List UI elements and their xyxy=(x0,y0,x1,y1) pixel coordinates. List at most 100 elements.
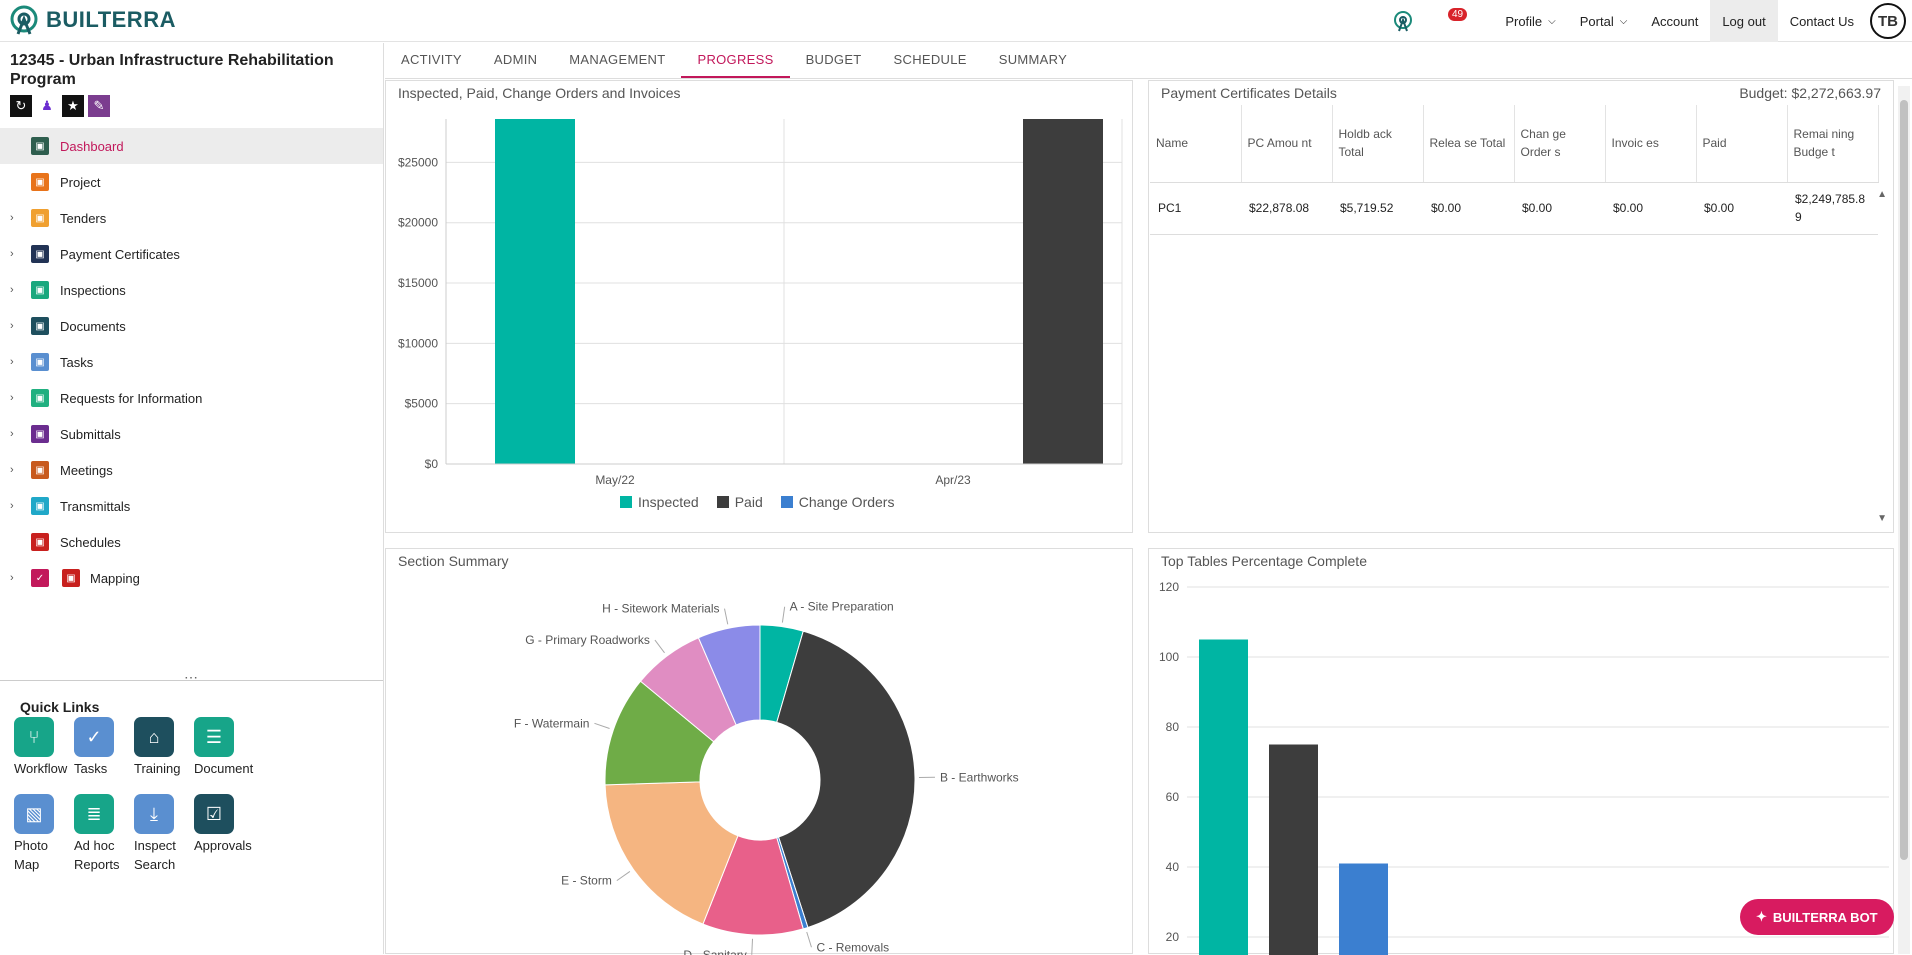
table-cell: $2,249,785.8 9 xyxy=(1787,182,1878,234)
checkbox-icon[interactable]: ✓ xyxy=(31,569,49,587)
sidebar-item-transmittals[interactable]: ›▣Transmittals xyxy=(0,488,383,524)
contact-us-link[interactable]: Contact Us xyxy=(1778,0,1866,42)
project-icon: ▣ xyxy=(31,173,49,191)
column-header[interactable]: Name xyxy=(1150,105,1241,182)
chevron-right-icon[interactable]: › xyxy=(10,464,14,476)
sidebar-item-mapping[interactable]: ›✓▣Mapping xyxy=(0,560,383,596)
portal-menu[interactable]: Portal⌵ xyxy=(1568,0,1640,42)
column-header[interactable]: Holdb ack Total xyxy=(1332,105,1423,182)
y-tick-label: $20000 xyxy=(398,216,438,230)
quick-link-training[interactable]: ⌂Training xyxy=(134,717,194,778)
sidebar-item-requests-for-information[interactable]: › ▣ Requests for Information xyxy=(0,380,383,416)
table-cell: $0.00 xyxy=(1423,182,1514,234)
star-icon[interactable]: ★ xyxy=(62,95,84,117)
chevron-right-icon[interactable]: › xyxy=(10,248,14,260)
table-scroll-up-icon[interactable]: ▲ xyxy=(1877,189,1887,200)
column-header[interactable]: Relea se Total xyxy=(1423,105,1514,182)
panel-drag-handle[interactable]: ⋯ xyxy=(184,669,198,686)
brand-logo[interactable]: BUILTERRA xyxy=(8,4,176,36)
quick-link-inspect-search[interactable]: ⤓Inspect Search xyxy=(134,794,194,874)
quick-link-label: Training xyxy=(134,759,194,778)
slice-label: E - Storm xyxy=(561,874,612,888)
table-row[interactable]: PC1$22,878.08$5,719.52$0.00$0.00$0.00$0.… xyxy=(1150,182,1878,234)
pie-slice[interactable] xyxy=(777,631,915,927)
document-icon: ☰ xyxy=(194,717,234,757)
sidebar-item-meetings[interactable]: ›▣Meetings xyxy=(0,452,383,488)
legend-item[interactable]: Change Orders xyxy=(781,494,895,510)
sidebar-item-schedules[interactable]: ▣Schedules xyxy=(0,524,383,560)
bar[interactable] xyxy=(1269,745,1318,955)
sidebar-item-label: Requests for Information xyxy=(60,391,202,406)
sparkle-icon: ✦ xyxy=(1756,909,1767,925)
quick-link-document[interactable]: ☰Document xyxy=(194,717,254,778)
chevron-right-icon[interactable]: › xyxy=(10,212,14,224)
legend-label: Inspected xyxy=(638,494,699,510)
profile-menu[interactable]: Profile⌵ xyxy=(1493,0,1567,42)
transmittals-icon: ▣ xyxy=(31,497,49,515)
builterra-bot-button[interactable]: ✦ BUILTERRA BOT xyxy=(1740,899,1894,935)
bar-paid[interactable] xyxy=(1023,119,1103,464)
table-cell: $0.00 xyxy=(1605,182,1696,234)
tab-admin[interactable]: ADMIN xyxy=(478,43,553,78)
quick-link-workflow[interactable]: ⑂Workflow xyxy=(14,717,74,778)
table-scroll-down-icon[interactable]: ▼ xyxy=(1877,513,1887,524)
chevron-right-icon[interactable]: › xyxy=(10,500,14,512)
tab-activity[interactable]: ACTIVITY xyxy=(385,43,478,78)
refresh-icon[interactable]: ↻ xyxy=(10,95,32,117)
requests-for-information-icon: ▣ xyxy=(31,389,49,407)
account-link[interactable]: Account xyxy=(1639,0,1710,42)
quick-link-tasks[interactable]: ✓Tasks xyxy=(74,717,134,778)
sidebar-item-payment-certificates[interactable]: ›▣Payment Certificates xyxy=(0,236,383,272)
chevron-right-icon[interactable]: › xyxy=(10,284,14,296)
chevron-right-icon[interactable]: › xyxy=(10,320,14,332)
chevron-right-icon[interactable]: › xyxy=(10,572,14,584)
slice-label: F - Watermain xyxy=(514,716,590,730)
project-actions: ↻ ♟ ★ ✎ xyxy=(10,95,110,117)
column-header[interactable]: PC Amou nt xyxy=(1241,105,1332,182)
budget-total: Budget: $2,272,663.97 xyxy=(1739,85,1881,101)
tab-management[interactable]: MANAGEMENT xyxy=(553,43,681,78)
legend-item[interactable]: Inspected xyxy=(620,494,699,510)
sidebar-item-tasks[interactable]: ›▣Tasks xyxy=(0,344,383,380)
quick-link-ad-hoc-reports[interactable]: ≣Ad hoc Reports xyxy=(74,794,134,874)
column-header[interactable]: Invoic es xyxy=(1605,105,1696,182)
sidebar-item-project[interactable]: ▣Project xyxy=(0,164,383,200)
tab-budget[interactable]: BUDGET xyxy=(790,43,878,78)
chevron-right-icon[interactable]: › xyxy=(10,356,14,368)
column-header[interactable]: Paid xyxy=(1696,105,1787,182)
notification-badge[interactable]: 49 xyxy=(1448,8,1467,21)
profile-label: Profile xyxy=(1505,14,1542,29)
edit-icon[interactable]: ✎ xyxy=(88,95,110,117)
bar-inspected[interactable] xyxy=(495,119,575,464)
bar[interactable] xyxy=(1339,864,1388,955)
sidebar-item-submittals[interactable]: ›▣Submittals xyxy=(0,416,383,452)
bar-chart-icon xyxy=(781,496,793,508)
sidebar-item-documents[interactable]: ›▣Documents xyxy=(0,308,383,344)
sidebar-item-tenders[interactable]: ›▣Tenders xyxy=(0,200,383,236)
page-scrollbar[interactable] xyxy=(1898,86,1910,954)
table-cell: $22,878.08 xyxy=(1241,182,1332,234)
column-header[interactable]: Remai ning Budge t xyxy=(1787,105,1878,182)
payment-certificates-icon: ▣ xyxy=(31,245,49,263)
avatar[interactable]: TB xyxy=(1870,3,1906,39)
portal-label: Portal xyxy=(1580,14,1614,29)
logout-button[interactable]: Log out xyxy=(1710,0,1777,42)
label-leader xyxy=(752,939,753,955)
scrollbar-thumb[interactable] xyxy=(1900,100,1908,860)
quick-link-photo-map[interactable]: ▧Photo Map xyxy=(14,794,74,874)
legend-item[interactable]: Paid xyxy=(717,494,763,510)
tab-schedule[interactable]: SCHEDULE xyxy=(878,43,983,78)
chevron-right-icon[interactable]: › xyxy=(10,392,14,404)
table-cell: $0.00 xyxy=(1514,182,1605,234)
workflow-icon: ⑂ xyxy=(14,717,54,757)
column-header[interactable]: Chan ge Order s xyxy=(1514,105,1605,182)
portal-logo-icon[interactable] xyxy=(1392,10,1414,32)
quick-link-approvals[interactable]: ☑Approvals xyxy=(194,794,254,855)
chevron-right-icon[interactable]: › xyxy=(10,428,14,440)
tab-progress[interactable]: PROGRESS xyxy=(681,43,789,78)
sidebar-item-dashboard[interactable]: ▣Dashboard xyxy=(0,128,383,164)
team-icon[interactable]: ♟ xyxy=(36,95,58,117)
sidebar-item-inspections[interactable]: ›▣Inspections xyxy=(0,272,383,308)
bar[interactable] xyxy=(1199,640,1248,955)
tab-summary[interactable]: SUMMARY xyxy=(983,43,1083,78)
